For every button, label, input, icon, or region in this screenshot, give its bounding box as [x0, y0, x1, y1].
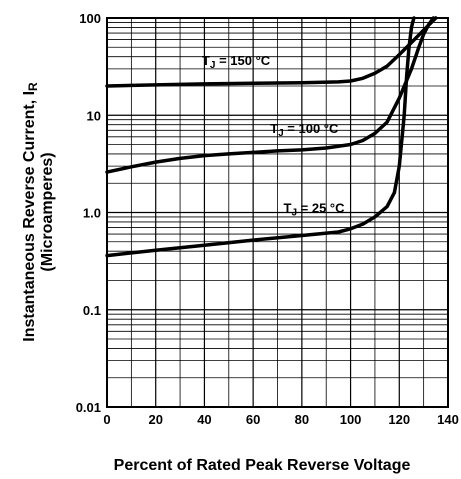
grid: [107, 18, 448, 407]
series-label-2: TJ = 25 °C: [284, 201, 346, 219]
x-tick-label: 140: [437, 412, 459, 427]
y-axis-title-subscript: R: [26, 82, 40, 91]
y-tick-label: 0.1: [83, 303, 101, 318]
series-label-1: TJ = 100 °C: [270, 121, 339, 139]
y-tick-label: 1.0: [83, 206, 101, 221]
y-tick-labels: 0.01 0.1 1.0 10 100: [76, 11, 101, 415]
x-tick-label: 80: [295, 412, 309, 427]
y-axis-title: Instantaneous Reverse Current, IR: [21, 82, 40, 342]
x-tick-label: 40: [197, 412, 211, 427]
y-tick-label: 100: [79, 11, 101, 26]
series-label-0: TJ = 150 °C: [202, 53, 271, 71]
y-axis-unit: (Microamperes): [39, 152, 56, 271]
svg-text:Instantaneous Reverse Current,: Instantaneous Reverse Current, IR: [21, 82, 40, 342]
series-line-0: [105, 16, 438, 88]
x-tick-label: 60: [246, 412, 260, 427]
x-tick-labels: 0 20 40 60 80 100 120 140: [103, 412, 458, 427]
x-axis-title: Percent of Rated Peak Reverse Voltage: [114, 457, 411, 474]
plot-frame: [106, 17, 449, 408]
y-axis-title-main: Instantaneous Reverse Current, I: [21, 91, 38, 342]
svg-text:(Microamperes): (Microamperes): [39, 152, 56, 271]
x-tick-label: 0: [103, 412, 110, 427]
x-tick-label: 100: [340, 412, 362, 427]
series-line-2: [105, 16, 416, 258]
y-tick-label: 0.01: [76, 400, 101, 415]
x-tick-label: 120: [388, 412, 410, 427]
curves: [105, 16, 438, 258]
x-tick-label: 20: [148, 412, 162, 427]
series-line-1: [105, 16, 436, 174]
curve-labels: TJ = 150 °C TJ = 100 °C TJ = 25 °C: [202, 53, 345, 219]
y-tick-label: 10: [87, 108, 101, 123]
